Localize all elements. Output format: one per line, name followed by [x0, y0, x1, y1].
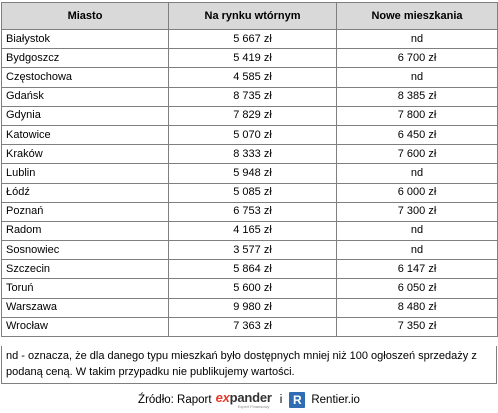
city-cell: Lublin: [1, 163, 169, 184]
rentier-logo-icon: R: [289, 392, 306, 408]
secondary-price-cell: 8 333 zł: [168, 144, 337, 165]
secondary-price-cell: 4 585 zł: [168, 67, 337, 88]
city-cell: Bydgoszcz: [1, 48, 169, 69]
header-secondary-market: Na rynku wtórnym: [168, 2, 337, 30]
table-row: Częstochowa 4 585 zł nd: [1, 67, 498, 88]
city-cell: Częstochowa: [1, 67, 169, 88]
city-cell: Gdańsk: [1, 86, 169, 107]
new-price-cell: 7 300 zł: [336, 201, 498, 222]
city-cell: Białystok: [1, 28, 169, 50]
secondary-price-cell: 4 165 zł: [168, 220, 337, 242]
table-row: Gdańsk 8 735 zł 8 385 zł: [1, 86, 498, 107]
secondary-price-cell: 3 577 zł: [168, 240, 337, 261]
city-cell: Poznań: [1, 201, 169, 222]
new-price-cell: nd: [336, 220, 498, 242]
city-cell: Sosnowiec: [1, 240, 169, 261]
table-header-row: Miasto Na rynku wtórnym Nowe mieszkania: [1, 2, 498, 30]
source-line: Źródło: Raport expander Expert Finansowy…: [0, 388, 498, 412]
table-row: Toruń 5 600 zł 6 050 zł: [1, 278, 498, 299]
rentier-name: Rentier.io: [311, 394, 360, 406]
table-row: Białystok 5 667 zł nd: [1, 28, 498, 50]
city-cell: Radom: [1, 220, 169, 242]
city-cell: Szczecin: [1, 259, 169, 280]
secondary-price-cell: 5 667 zł: [168, 28, 337, 50]
table-row: Lublin 5 948 zł nd: [1, 163, 498, 184]
table-row: Sosnowiec 3 577 zł nd: [1, 240, 498, 261]
city-cell: Katowice: [1, 124, 169, 146]
footnote: nd - oznacza, że dla danego typu mieszka…: [1, 346, 497, 384]
table-row: Gdynia 7 829 zł 7 800 zł: [1, 105, 498, 126]
secondary-price-cell: 5 070 zł: [168, 124, 337, 146]
new-price-cell: 8 385 zł: [336, 86, 498, 107]
table-row: Wrocław 7 363 zł 7 350 zł: [1, 316, 498, 338]
city-cell: Gdynia: [1, 105, 169, 126]
table-row: Łódź 5 085 zł 6 000 zł: [1, 182, 498, 203]
city-cell: Wrocław: [1, 316, 169, 338]
secondary-price-cell: 5 419 zł: [168, 48, 337, 69]
new-price-cell: 6 450 zł: [336, 124, 498, 146]
secondary-price-cell: 5 085 zł: [168, 182, 337, 203]
new-price-cell: 8 480 zł: [336, 297, 498, 318]
new-price-cell: nd: [336, 163, 498, 184]
table-row: Warszawa 9 980 zł 8 480 zł: [1, 297, 498, 318]
secondary-price-cell: 8 735 zł: [168, 86, 337, 107]
secondary-price-cell: 9 980 zł: [168, 297, 337, 318]
new-price-cell: nd: [336, 67, 498, 88]
header-city: Miasto: [1, 2, 169, 30]
city-cell: Warszawa: [1, 297, 169, 318]
new-price-cell: 6 700 zł: [336, 48, 498, 69]
header-new-apartments: Nowe mieszkania: [336, 2, 498, 30]
source-label: Źródło: Raport: [138, 394, 212, 406]
secondary-price-cell: 5 864 zł: [168, 259, 337, 280]
table-row: Radom 4 165 zł nd: [1, 220, 498, 242]
secondary-price-cell: 6 753 zł: [168, 201, 337, 222]
new-price-cell: nd: [336, 240, 498, 261]
new-price-cell: 6 050 zł: [336, 278, 498, 299]
table-row: Szczecin 5 864 zł 6 147 zł: [1, 259, 498, 280]
secondary-price-cell: 5 948 zł: [168, 163, 337, 184]
city-cell: Kraków: [1, 144, 169, 165]
secondary-price-cell: 5 600 zł: [168, 278, 337, 299]
price-table: Miasto Na rynku wtórnym Nowe mieszkania …: [1, 2, 498, 338]
new-price-cell: 7 350 zł: [336, 316, 498, 338]
new-price-cell: 7 800 zł: [336, 105, 498, 126]
city-cell: Toruń: [1, 278, 169, 299]
table-row: Kraków 8 333 zł 7 600 zł: [1, 144, 498, 165]
source-conjunction: i: [279, 394, 283, 406]
new-price-cell: nd: [336, 28, 498, 50]
table-row: Poznań 6 753 zł 7 300 zł: [1, 201, 498, 222]
secondary-price-cell: 7 829 zł: [168, 105, 337, 126]
new-price-cell: 7 600 zł: [336, 144, 498, 165]
expander-logo: expander Expert Finansowy: [215, 390, 272, 409]
table-row: Katowice 5 070 zł 6 450 zł: [1, 124, 498, 146]
table-row: Bydgoszcz 5 419 zł 6 700 zł: [1, 48, 498, 69]
new-price-cell: 6 000 zł: [336, 182, 498, 203]
city-cell: Łódź: [1, 182, 169, 203]
new-price-cell: 6 147 zł: [336, 259, 498, 280]
secondary-price-cell: 7 363 zł: [168, 316, 337, 338]
